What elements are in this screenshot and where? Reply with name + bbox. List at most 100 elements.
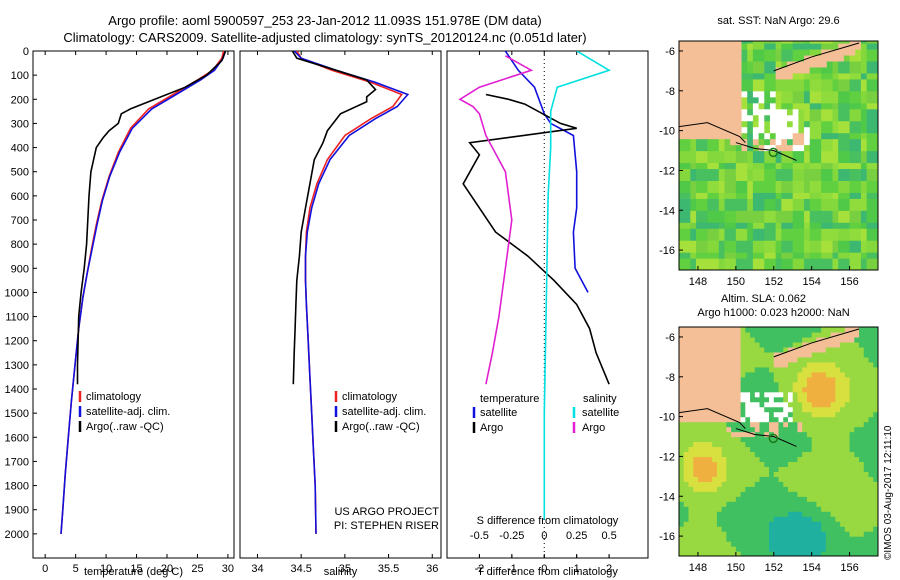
map-cell bbox=[747, 132, 754, 140]
map-cell bbox=[872, 138, 878, 146]
map-cell bbox=[806, 461, 813, 467]
map-cell bbox=[872, 48, 878, 56]
map-cell bbox=[797, 441, 803, 448]
map-cell bbox=[783, 441, 789, 448]
map-cell bbox=[769, 496, 775, 502]
map-cell bbox=[804, 78, 811, 86]
map-cell bbox=[792, 66, 799, 74]
map-cell bbox=[707, 521, 713, 527]
map-cell bbox=[747, 156, 754, 164]
map-cell bbox=[707, 336, 713, 343]
map-cell bbox=[860, 240, 868, 247]
map-cell bbox=[769, 252, 777, 259]
map-cell bbox=[750, 511, 756, 517]
map-cell bbox=[866, 222, 873, 229]
map-cell bbox=[797, 401, 803, 408]
map-y-tick-label: -16 bbox=[659, 245, 675, 257]
map-cell bbox=[731, 356, 737, 363]
map-cell bbox=[745, 401, 751, 408]
map-cell bbox=[849, 162, 856, 170]
map-cell bbox=[825, 516, 832, 522]
map-cell bbox=[696, 42, 703, 50]
map-cell bbox=[826, 138, 834, 146]
map-cell bbox=[764, 471, 770, 477]
map-cell bbox=[804, 42, 811, 50]
map-cell bbox=[759, 481, 765, 487]
map-cell bbox=[781, 150, 788, 158]
map-cell bbox=[816, 461, 822, 467]
map-cell bbox=[832, 228, 839, 235]
map-cell bbox=[863, 506, 870, 512]
map-cell bbox=[697, 446, 704, 453]
map-cell bbox=[781, 186, 788, 193]
map-cell bbox=[752, 132, 760, 140]
map-cell bbox=[855, 210, 862, 217]
map-cell bbox=[759, 451, 765, 458]
map-cell bbox=[759, 431, 765, 438]
map-cell bbox=[741, 90, 748, 98]
map-cell bbox=[840, 396, 846, 403]
map-cell bbox=[835, 351, 841, 358]
map-cell bbox=[849, 551, 855, 556]
map-cell bbox=[787, 446, 794, 453]
map-cell bbox=[809, 186, 817, 193]
map-cell bbox=[843, 132, 851, 140]
map-cell bbox=[735, 228, 743, 235]
map-cell bbox=[679, 228, 686, 235]
map-cell bbox=[838, 264, 845, 270]
map-cell bbox=[724, 41, 731, 44]
map-cell bbox=[792, 431, 799, 438]
map-cell bbox=[716, 401, 723, 408]
map-cell bbox=[773, 401, 780, 408]
map-cell bbox=[811, 496, 818, 502]
map-cell bbox=[775, 204, 782, 211]
map-cell bbox=[707, 48, 714, 56]
map-cell bbox=[854, 471, 860, 477]
map-cell bbox=[792, 496, 799, 502]
map-cell bbox=[752, 96, 760, 104]
map-cell bbox=[778, 341, 784, 348]
map-cell bbox=[726, 521, 732, 527]
map-cell bbox=[825, 496, 832, 502]
map-cell bbox=[838, 138, 845, 146]
map-cell bbox=[802, 481, 808, 487]
map-cell bbox=[679, 48, 686, 56]
map-cell bbox=[872, 102, 878, 110]
map-cell bbox=[797, 466, 803, 472]
map-cell bbox=[778, 376, 784, 383]
map-cell bbox=[718, 132, 726, 140]
map-cell bbox=[872, 72, 878, 80]
map-cell bbox=[721, 481, 727, 487]
map-cell bbox=[718, 54, 726, 62]
map-cell bbox=[718, 210, 726, 217]
map-cell bbox=[821, 471, 827, 477]
map-cell bbox=[713, 264, 720, 270]
map-cell bbox=[693, 466, 699, 472]
map-cell bbox=[718, 150, 726, 158]
map-cell bbox=[679, 416, 685, 423]
map-cell bbox=[718, 120, 726, 128]
map-cell bbox=[684, 150, 691, 158]
map-cell bbox=[872, 132, 878, 140]
map-cell bbox=[863, 336, 870, 343]
map-cell bbox=[840, 506, 846, 512]
map-cell bbox=[792, 126, 799, 134]
map-cell bbox=[679, 371, 685, 378]
map-cell bbox=[787, 431, 794, 438]
map-cell bbox=[872, 66, 878, 74]
map-cell bbox=[693, 341, 699, 348]
map-cell bbox=[816, 456, 822, 463]
map-cell bbox=[721, 451, 727, 458]
map-cell bbox=[860, 264, 868, 270]
map-cell bbox=[697, 506, 704, 512]
map-cell bbox=[752, 66, 760, 74]
map-cell bbox=[707, 536, 713, 542]
map-cell bbox=[792, 506, 799, 512]
map-cell bbox=[759, 381, 765, 388]
map-cell bbox=[769, 426, 775, 433]
map-cell bbox=[773, 546, 780, 552]
map-cell bbox=[769, 386, 775, 393]
map-cell bbox=[830, 411, 836, 418]
map-cell bbox=[735, 356, 742, 363]
map-cell bbox=[821, 546, 827, 552]
